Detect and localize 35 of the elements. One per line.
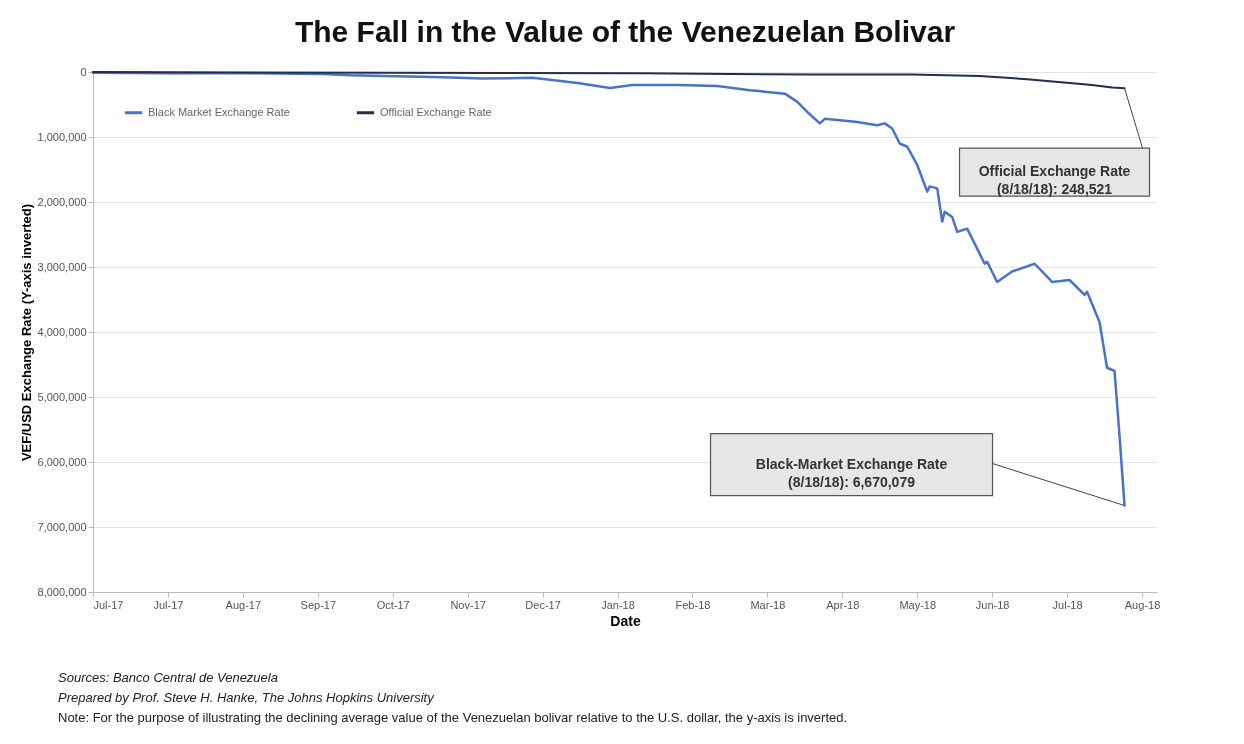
x-tick-label: Jan-18	[601, 598, 635, 611]
text: Prepared by Prof. Steve H. Hanke, The Johns Hopkins University	[58, 689, 435, 707]
y-tick-label: 4,000,000	[37, 325, 87, 338]
x-tick-label: Jul-17	[153, 598, 184, 611]
x-tick-label: Nov-17	[450, 598, 486, 611]
x-tick-label: Jul-18	[1052, 598, 1083, 611]
y-axis-title: VEF/USD Exchange Rate (Y-axis inverted)	[18, 203, 34, 462]
x-tick-label: Feb-18	[675, 598, 711, 611]
y-tick-label: 6,000,000	[37, 455, 87, 468]
y-tick-label: 2,000,000	[37, 195, 87, 208]
source-note: Sources: Banco Central de Venezuela	[58, 669, 279, 687]
annotation: Official Exchange Rate (8/18/18): 248,521	[978, 163, 1131, 198]
x-tick-label: Sep-17	[300, 598, 337, 611]
x-tick-label: May-18	[899, 598, 937, 611]
x-tick-label: Aug-17	[225, 598, 262, 611]
legend-label: Black Market Exchange Rate	[148, 105, 290, 118]
annotation: Black-Market Exchange Rate (8/18/18): 6,670,079	[755, 455, 948, 490]
x-axis-title: Date	[610, 612, 641, 629]
x-tick-label: Apr-18	[826, 598, 860, 611]
x-tick-label: Jun-18	[975, 598, 1010, 611]
chart-title: The Fall in the Value of the Venezuelan Bolivar	[294, 15, 956, 48]
x-tick-label: Aug-18	[1124, 598, 1161, 611]
x-tick-label: Mar-18	[750, 598, 786, 611]
y-tick-label: 0	[80, 65, 87, 78]
text: Note: For the purpose of illustrating the declining average value of the Venezuelan bolivar relative to the U.S. dollar, the y-axis is inverted.	[58, 709, 848, 727]
y-tick-label: 8,000,000	[37, 585, 87, 598]
y-tick-label: 5,000,000	[37, 390, 87, 403]
y-tick-label: 3,000,000	[37, 260, 87, 273]
y-tick-label: 7,000,000	[37, 520, 87, 533]
line-series	[92, 71, 1126, 90]
x-tick-label: Jul-17	[93, 598, 124, 611]
x-tick-label: Dec-17	[525, 598, 561, 611]
y-tick-label: 1,000,000	[37, 130, 87, 143]
legend-label: Official Exchange Rate	[380, 105, 492, 118]
x-tick-label: Oct-17	[376, 598, 410, 611]
